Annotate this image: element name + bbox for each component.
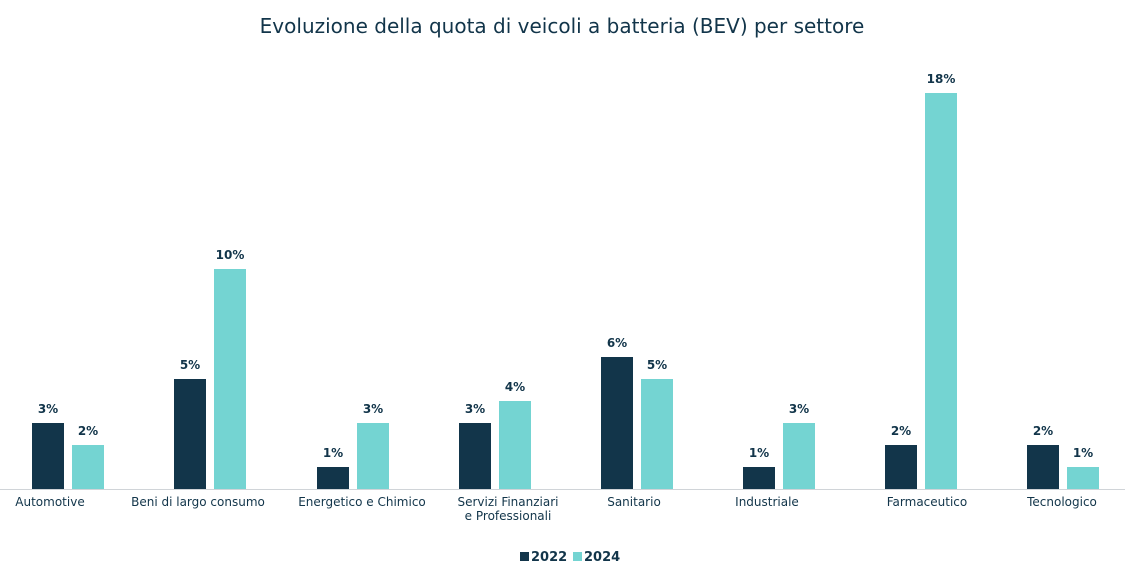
legend-swatch-2022 <box>520 552 529 561</box>
legend-label-2022: 2022 <box>531 550 567 565</box>
bar-2024-6 <box>925 93 957 489</box>
data-label-2024-0: 2% <box>78 424 98 438</box>
bar-2024-7 <box>1067 467 1099 489</box>
category-label-1-0: Beni di largo consumo <box>131 495 265 509</box>
bar-2024-1 <box>214 269 246 489</box>
category-label-0-0: Automotive <box>15 495 84 509</box>
data-label-2022-3: 3% <box>465 402 485 416</box>
bar-2024-5 <box>783 423 815 489</box>
category-label-4-0: Sanitario <box>607 495 661 509</box>
bars-group <box>32 93 1099 489</box>
data-label-2022-6: 2% <box>891 424 911 438</box>
bar-2024-2 <box>357 423 389 489</box>
legend: 2022 2024 <box>520 550 620 565</box>
bar-2024-4 <box>641 379 673 489</box>
data-label-2022-0: 3% <box>38 402 58 416</box>
bar-2022-7 <box>1027 445 1059 489</box>
data-label-2024-3: 4% <box>505 380 525 394</box>
category-label-6-0: Farmaceutico <box>887 495 967 509</box>
category-label-3-0: Servizi Finanziari <box>458 495 559 509</box>
data-label-2024-4: 5% <box>647 358 667 372</box>
chart-title: Evoluzione della quota di veicoli a batt… <box>260 14 865 38</box>
category-labels-group: Automotive Beni di largo consumo Energetic… <box>15 495 1097 523</box>
bar-2022-3 <box>459 423 491 489</box>
legend-label-2024: 2024 <box>584 550 620 565</box>
data-label-2022-4: 6% <box>607 336 627 350</box>
data-label-2022-5: 1% <box>749 446 769 460</box>
category-label-3-1: e Professionali <box>465 509 552 523</box>
data-label-2024-5: 3% <box>789 402 809 416</box>
data-label-2024-7: 1% <box>1073 446 1093 460</box>
data-labels-group: 3% 2% 5% 10% 1% 3% 3% 4% 6% 5% 1% 3% 2% 18% 2% 1% <box>38 72 1093 460</box>
data-label-2022-7: 2% <box>1033 424 1053 438</box>
bar-2022-0 <box>32 423 64 489</box>
bar-2022-4 <box>601 357 633 489</box>
data-label-2024-2: 3% <box>363 402 383 416</box>
category-label-5-0: Industriale <box>735 495 799 509</box>
bar-2022-6 <box>885 445 917 489</box>
bar-2022-5 <box>743 467 775 489</box>
bar-2024-0 <box>72 445 104 489</box>
data-label-2024-6: 18% <box>927 72 956 86</box>
bar-2022-1 <box>174 379 206 489</box>
data-label-2022-2: 1% <box>323 446 343 460</box>
data-label-2024-1: 10% <box>216 248 245 262</box>
category-label-7-0: Tecnologico <box>1026 495 1097 509</box>
bar-2024-3 <box>499 401 531 489</box>
bar-2022-2 <box>317 467 349 489</box>
legend-swatch-2024 <box>573 552 582 561</box>
category-label-2-0: Energetico e Chimico <box>298 495 426 509</box>
data-label-2022-1: 5% <box>180 358 200 372</box>
